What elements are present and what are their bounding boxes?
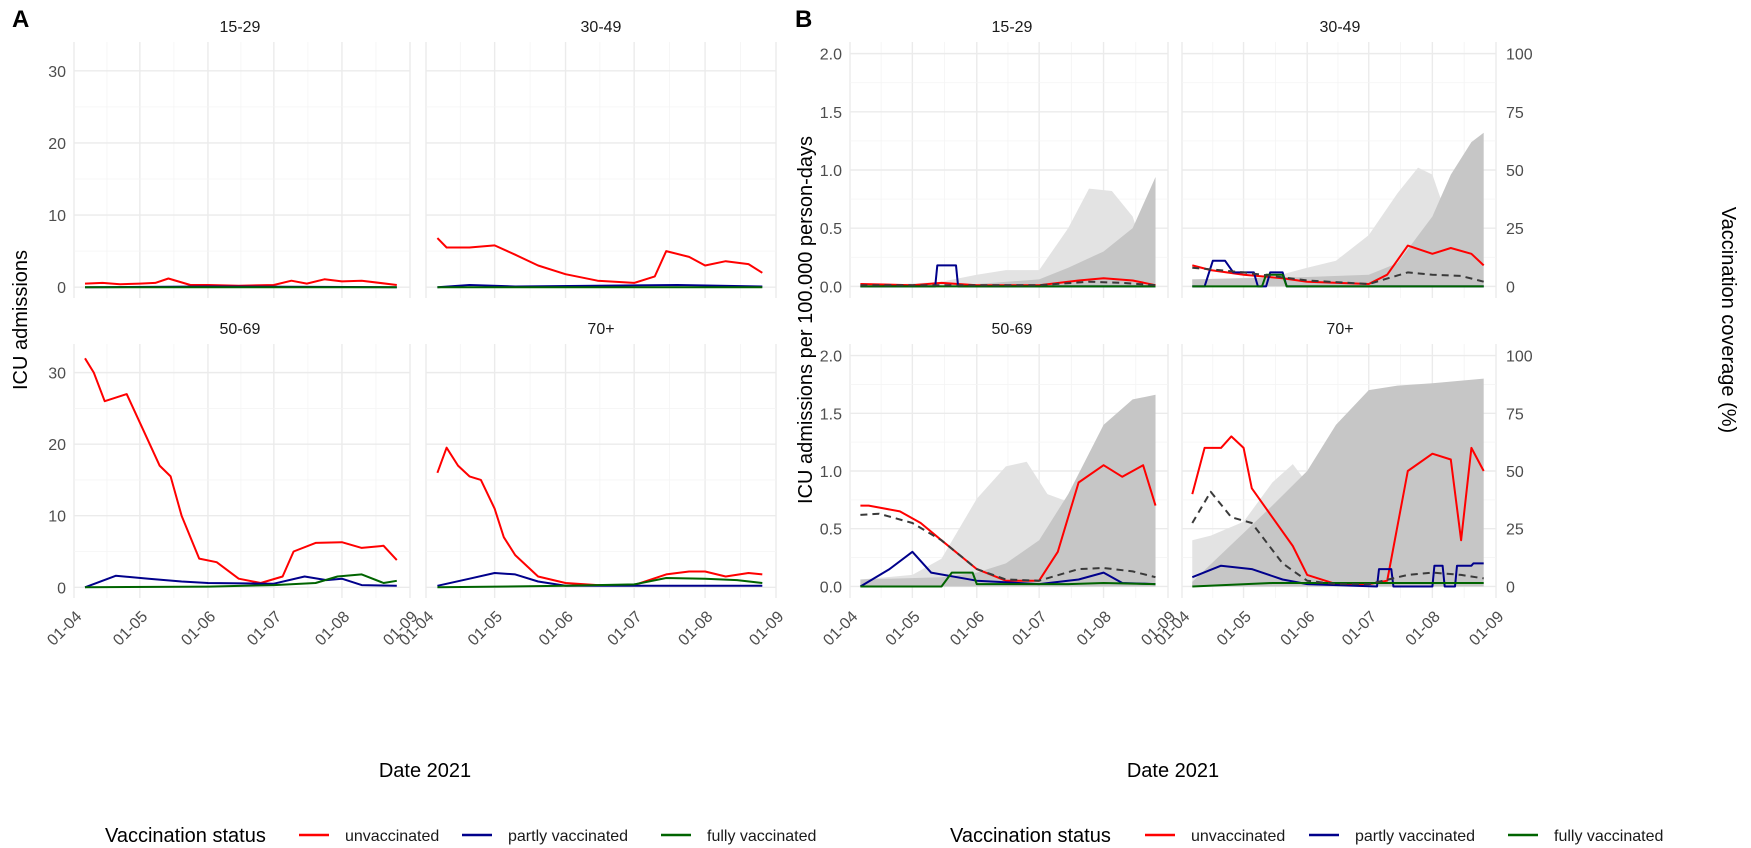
panel-b-letter: B: [795, 6, 812, 33]
panel-b-facet-15-29-ytick-label: 0.0: [820, 279, 842, 296]
panel-b-facet-50-69-strip-label: 50-69: [992, 321, 1033, 338]
panel-b-facet-50-69-line-fully-vaccinated: [860, 571, 1156, 588]
panel-b-facet-30-49-strip-label: 30-49: [1320, 19, 1361, 36]
panel-b-facet-15-29-ytick-label: 0.5: [820, 221, 842, 238]
panel-b-facet-70-line-partly-vaccinated: [1191, 562, 1484, 588]
panel-b-legend-label-unvaccinated: unvaccinated: [1191, 828, 1285, 845]
panel-b-facet-30-49-coverage-full-area: [1192, 132, 1484, 287]
panel-a-legend-label-unvaccinated: unvaccinated: [345, 828, 439, 845]
panel-b-y-axis-title: ICU admissions per 100.000 person-days: [795, 136, 817, 504]
panel-b-facet-50-69-ytick-label: 2.0: [820, 349, 842, 366]
panel-b-facet-15-29-ytick-label: 2.0: [820, 47, 842, 64]
panel-b-y2-axis-title: Vaccination coverage (%): [1717, 207, 1739, 433]
panel-b-facet-50-69-ytick-label: 1.5: [820, 406, 842, 423]
panel-a-facet-15-29-line-unvaccinated: [84, 277, 397, 287]
panel-b-facet-15-29-coverage-full-area: [860, 176, 1156, 287]
panel-b-facet-70-y2tick-label: 25: [1506, 522, 1524, 539]
coverage-area-layer: [860, 132, 1484, 587]
panel-a-facet-15-29-ytick-label: 30: [48, 64, 66, 81]
panel-a-facet-15-29-strip-label: 15-29: [220, 19, 261, 36]
series-line-layer: [84, 237, 1538, 837]
panel-b-facet-70-y2tick-label: 75: [1506, 406, 1524, 423]
panel-a-x-axis-title: Date 2021: [379, 760, 471, 782]
panel-b-facet-15-29-ytick-label: 1.0: [820, 163, 842, 180]
panel-b-facet-70-strip-label: 70+: [1326, 321, 1353, 338]
panel-b-facet-70-line-unvaccinated: [1191, 435, 1485, 586]
panel-a-facet-50-69-strip-label: 50-69: [220, 321, 261, 338]
panel-b-facet-30-49-y2tick-label: 50: [1506, 163, 1524, 180]
panel-b-facet-15-29-ytick-label: 1.5: [820, 105, 842, 122]
panel-a-legend-label-fully-vaccinated: fully vaccinated: [707, 828, 816, 845]
panel-a-facet-70-line-fully-vaccinated: [437, 577, 763, 589]
panel-a-facet-50-69-ytick-label: 10: [48, 509, 66, 526]
panel-b-facet-70-y2tick-label: 0: [1506, 579, 1515, 596]
panel-a-facet-50-69-line-fully-vaccinated: [84, 573, 397, 589]
panel-b-legend-label-fully-vaccinated: fully vaccinated: [1554, 828, 1663, 845]
panel-b-facet-50-69-coverage-full-area: [860, 394, 1156, 587]
panel-b-facet-15-29-dashed-line: [860, 280, 1156, 287]
panel-b-facet-30-49-y2tick-label: 25: [1506, 221, 1524, 238]
panel-a-facet-50-69-ytick-label: 30: [48, 366, 66, 383]
panel-b-facet-30-49-line-unvaccinated: [1192, 244, 1485, 285]
panel-a-y-axis-title: ICU admissions: [10, 250, 32, 390]
panel-a-facet-30-49-strip-label: 30-49: [581, 19, 622, 36]
panel-a-facet-50-69-ytick-label: 0: [57, 580, 66, 597]
panel-b-facet-50-69-ytick-label: 0.0: [820, 579, 842, 596]
panel-b-facet-70-y2tick-label: 50: [1506, 464, 1524, 481]
panel-a-facet-15-29-ytick-label: 20: [48, 136, 66, 153]
panel-b-facet-15-29-strip-label: 15-29: [992, 19, 1033, 36]
panel-b-facet-70-y2tick-label: 100: [1506, 349, 1533, 366]
panel-a-legend-title: Vaccination status: [105, 825, 266, 847]
panel-b-facet-30-49-dashed-line: [1192, 266, 1484, 285]
panel-b-facet-70-dashed-line: [1191, 490, 1484, 586]
panel-b-facet-50-69-line-partly-vaccinated: [859, 550, 1156, 588]
panel-a-facet-50-69-ytick-label: 20: [48, 437, 66, 454]
panel-b-facet-30-49-line-fully-vaccinated: [1192, 273, 1484, 288]
panel-b-facet-30-49-y2tick-label: 100: [1506, 47, 1533, 64]
panel-a-facet-70-strip-label: 70+: [587, 321, 614, 338]
panel-a-facet-70-line-unvaccinated: [436, 446, 763, 587]
panel-a-letter: A: [12, 6, 29, 33]
panel-b-legend-label-partly-vaccinated: partly vaccinated: [1355, 828, 1475, 845]
panel-a-legend-label-partly-vaccinated: partly vaccinated: [508, 828, 628, 845]
panel-b-facet-50-69-dashed-line: [860, 512, 1156, 582]
panel-a-facet-50-69-line-unvaccinated: [84, 357, 398, 584]
panel-b-legend-title: Vaccination status: [950, 825, 1111, 847]
panel-b-facet-50-69-ytick-label: 0.5: [820, 522, 842, 539]
panel-a-facet-30-49-line-unvaccinated: [436, 237, 763, 284]
panel-b-x-axis-title: Date 2021: [1127, 760, 1219, 782]
panel-b-facet-50-69-ytick-label: 1.0: [820, 464, 842, 481]
panel-b-facet-70-line-fully-vaccinated: [1192, 582, 1484, 588]
panel-a-facet-15-29-ytick-label: 10: [48, 208, 66, 225]
panel-a-facet-50-69-line-partly-vaccinated: [84, 574, 397, 589]
panel-b-facet-30-49-y2tick-label: 75: [1506, 105, 1524, 122]
panel-a-facet-15-29-ytick-label: 0: [57, 280, 66, 297]
panel-b-facet-30-49-y2tick-label: 0: [1506, 279, 1515, 296]
panel-b-facet-70-coverage-full-area: [1192, 378, 1484, 587]
